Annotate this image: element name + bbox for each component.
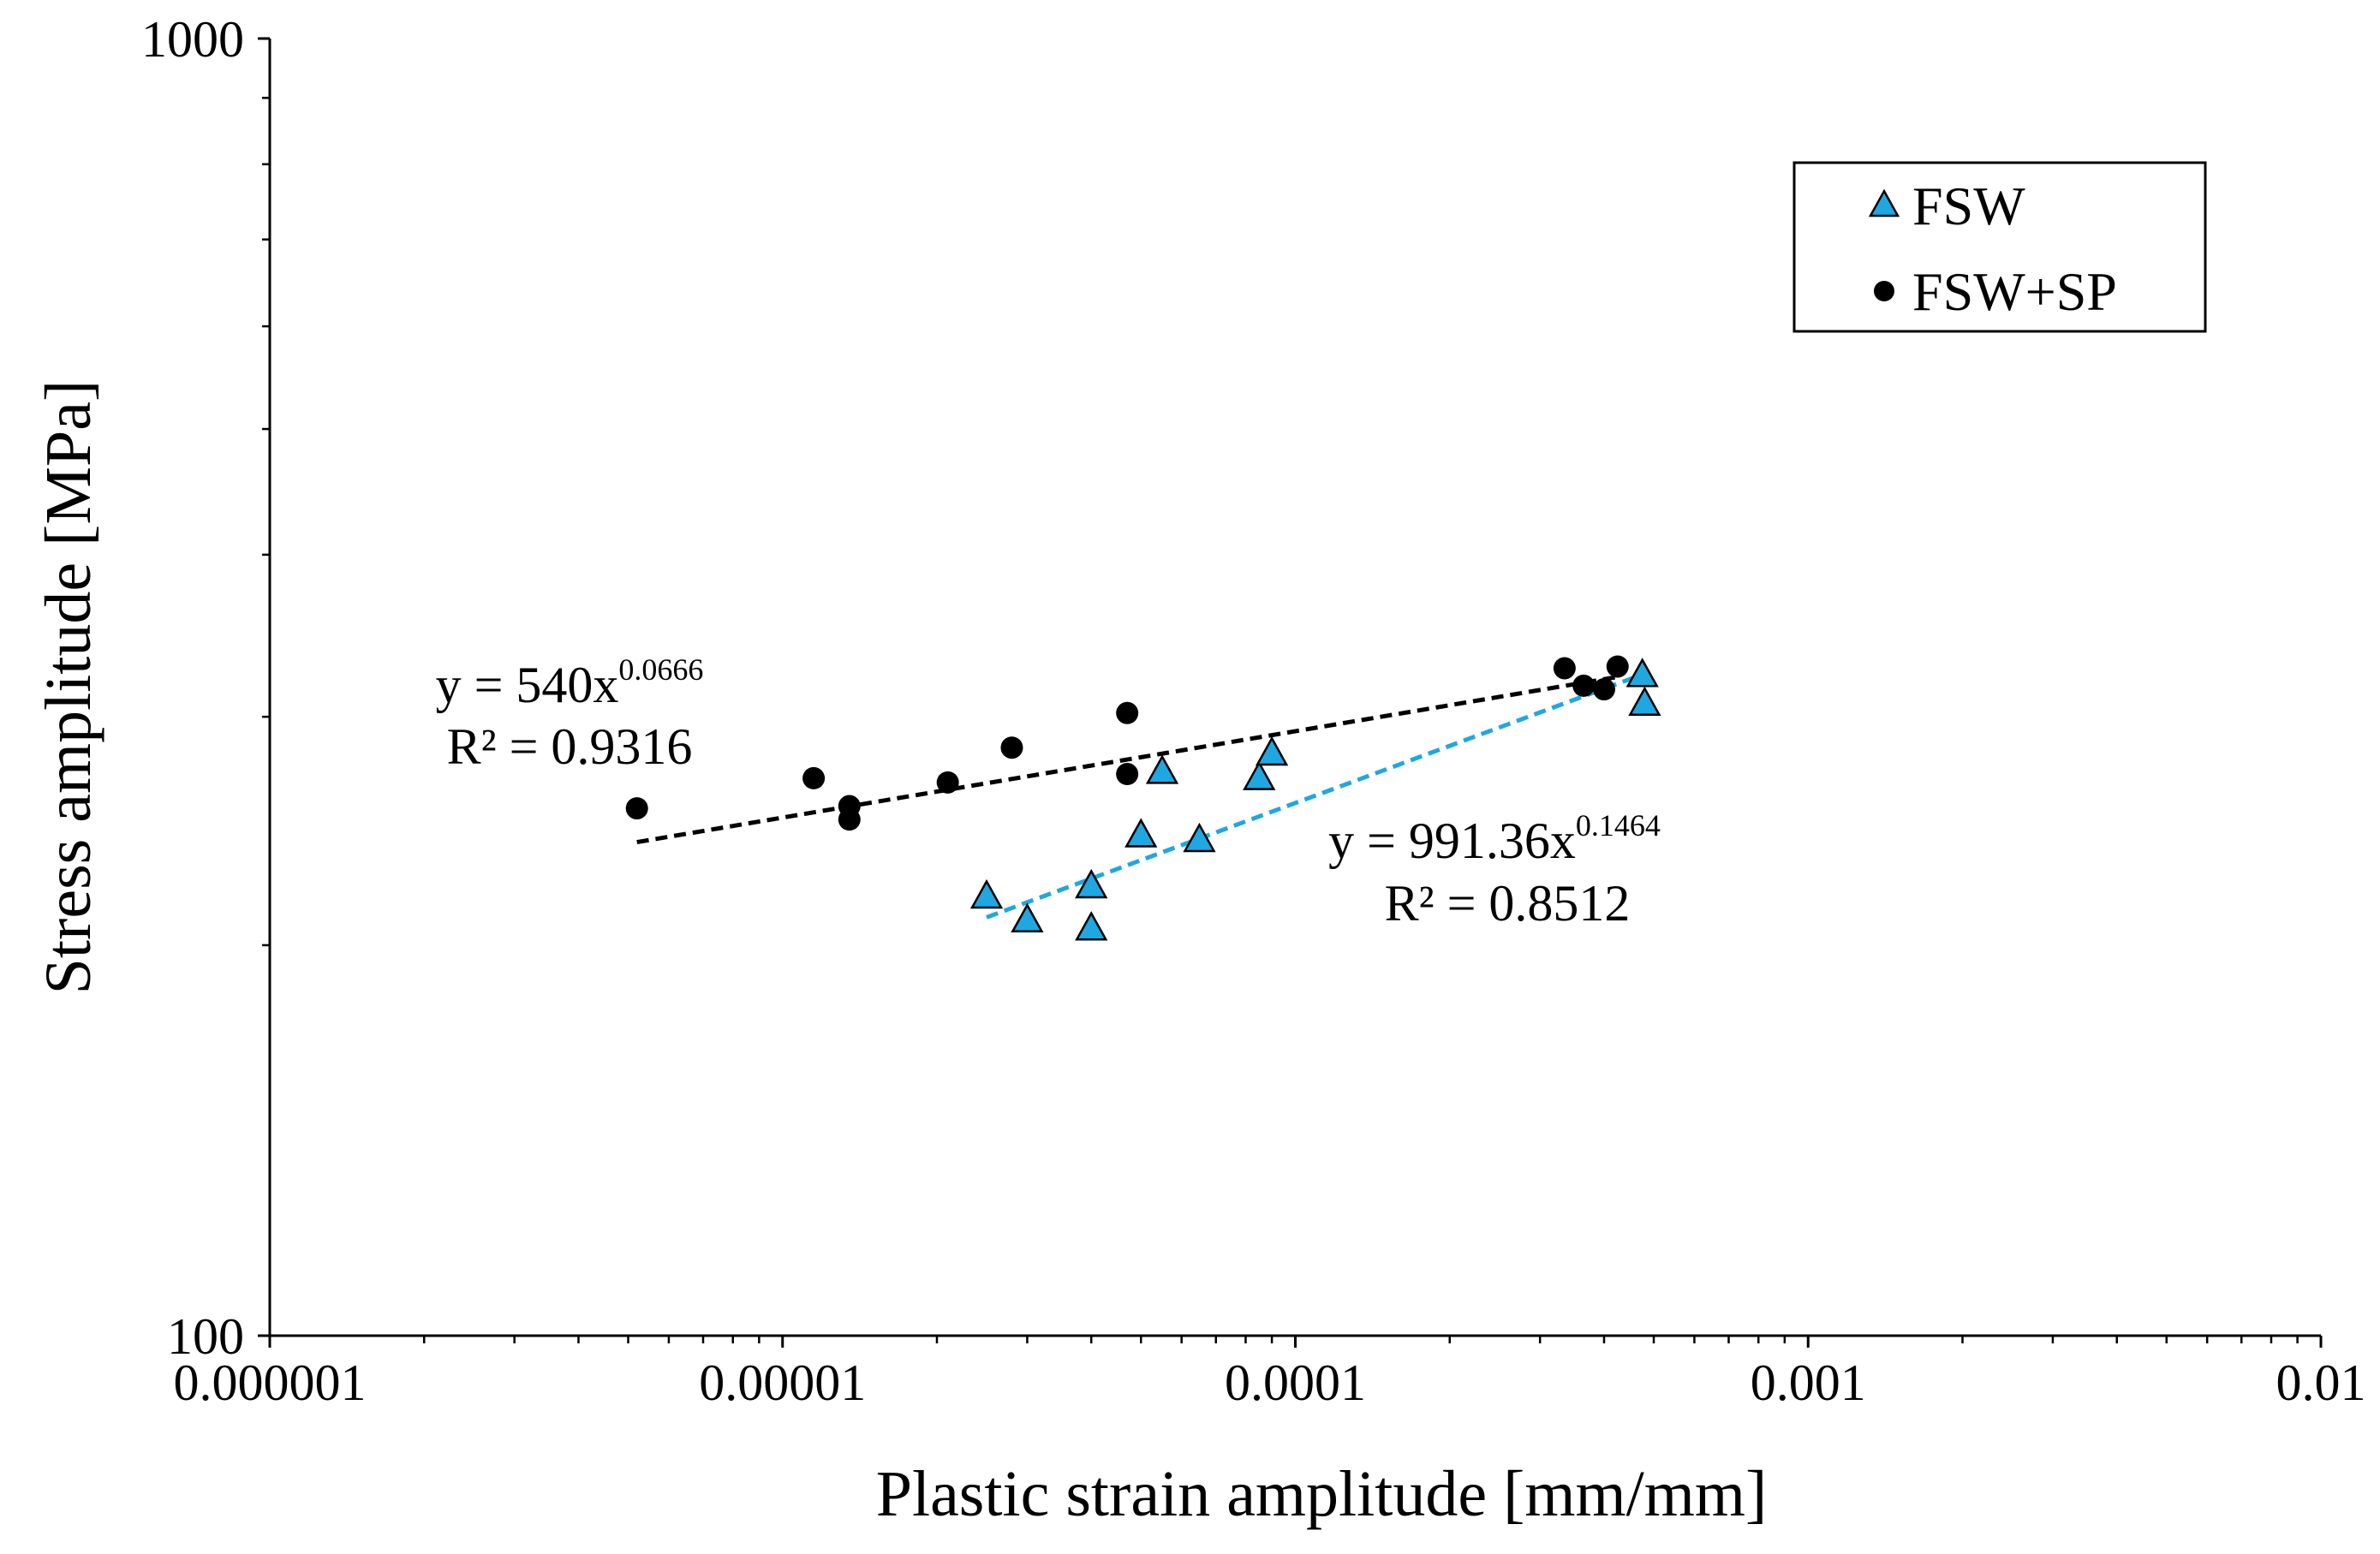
- fsw-equation: y = 991.36x0.1464: [1328, 808, 1661, 869]
- x-tick-label: 0.001: [1751, 1355, 1866, 1411]
- legend-box: [1792, 161, 2207, 333]
- fsw-point: [1124, 818, 1158, 848]
- x-tick-label: 0.000001: [174, 1355, 367, 1411]
- fsw-sp-trendline: [636, 675, 1616, 845]
- x-tick-label: 0.0001: [1225, 1355, 1366, 1411]
- fsw-equation-exponent: 0.1464: [1576, 808, 1661, 842]
- fsw-point: [1145, 754, 1179, 784]
- trendline-annotations: y = 540x0.0666 R² = 0.9316 y = 991.36x0.…: [436, 652, 1661, 932]
- fsw-r-squared: R² = 0.8512: [1385, 875, 1631, 932]
- x-tick-label: 0.00001: [699, 1355, 866, 1411]
- data-points: [625, 655, 1661, 941]
- fsw-sp-point: [1116, 701, 1139, 724]
- legend-label-fsw-sp: FSW+SP: [1912, 261, 2117, 322]
- fsw-sp-point: [625, 797, 648, 820]
- legend-label-fsw: FSW: [1912, 176, 2025, 236]
- fsw-sp-point: [1592, 678, 1615, 701]
- fsw-point: [1625, 658, 1659, 688]
- fsw-sp-point: [936, 771, 959, 794]
- fsw-point: [1075, 868, 1108, 899]
- fsw-sp-point: [802, 766, 826, 789]
- fsw-point: [1255, 735, 1289, 766]
- y-axis-title: Stress amplitude [MPa]: [33, 380, 104, 995]
- legend-circle-marker: [1874, 281, 1894, 301]
- fsw-point: [1243, 760, 1276, 790]
- fsw-sp-point: [1572, 674, 1596, 697]
- fsw-point: [1075, 911, 1108, 941]
- fsw-sp-point: [1553, 657, 1576, 680]
- legend: FSW FSW+SP: [1792, 161, 2207, 333]
- fsw-point: [969, 878, 1004, 909]
- fsw-sp-point: [1116, 763, 1139, 786]
- y-tick-label: 1000: [141, 11, 244, 68]
- fsw-point: [1011, 902, 1044, 932]
- fsw-point: [1628, 686, 1661, 716]
- fsw-sp-point: [1000, 736, 1023, 759]
- legend-triangle-marker: [1868, 188, 1900, 217]
- y-tick-label: 100: [167, 1308, 244, 1365]
- axis-ticks: [258, 37, 2323, 1348]
- fsw-point: [1183, 822, 1216, 853]
- fsw-sp-equation-exponent: 0.0666: [618, 652, 703, 687]
- fsw-sp-equation-base: y = 540x: [436, 657, 619, 713]
- fsw-equation-base: y = 991.36x: [1328, 813, 1576, 869]
- fsw-sp-r-squared: R² = 0.9316: [447, 718, 693, 775]
- x-axis-title: Plastic strain amplitude [mm/mm]: [876, 1458, 1768, 1530]
- fsw-sp-point: [838, 808, 861, 831]
- fsw-sp-point: [1606, 655, 1629, 678]
- fsw-sp-equation: y = 540x0.0666: [436, 652, 704, 713]
- x-tick-label: 0.01: [2276, 1355, 2366, 1411]
